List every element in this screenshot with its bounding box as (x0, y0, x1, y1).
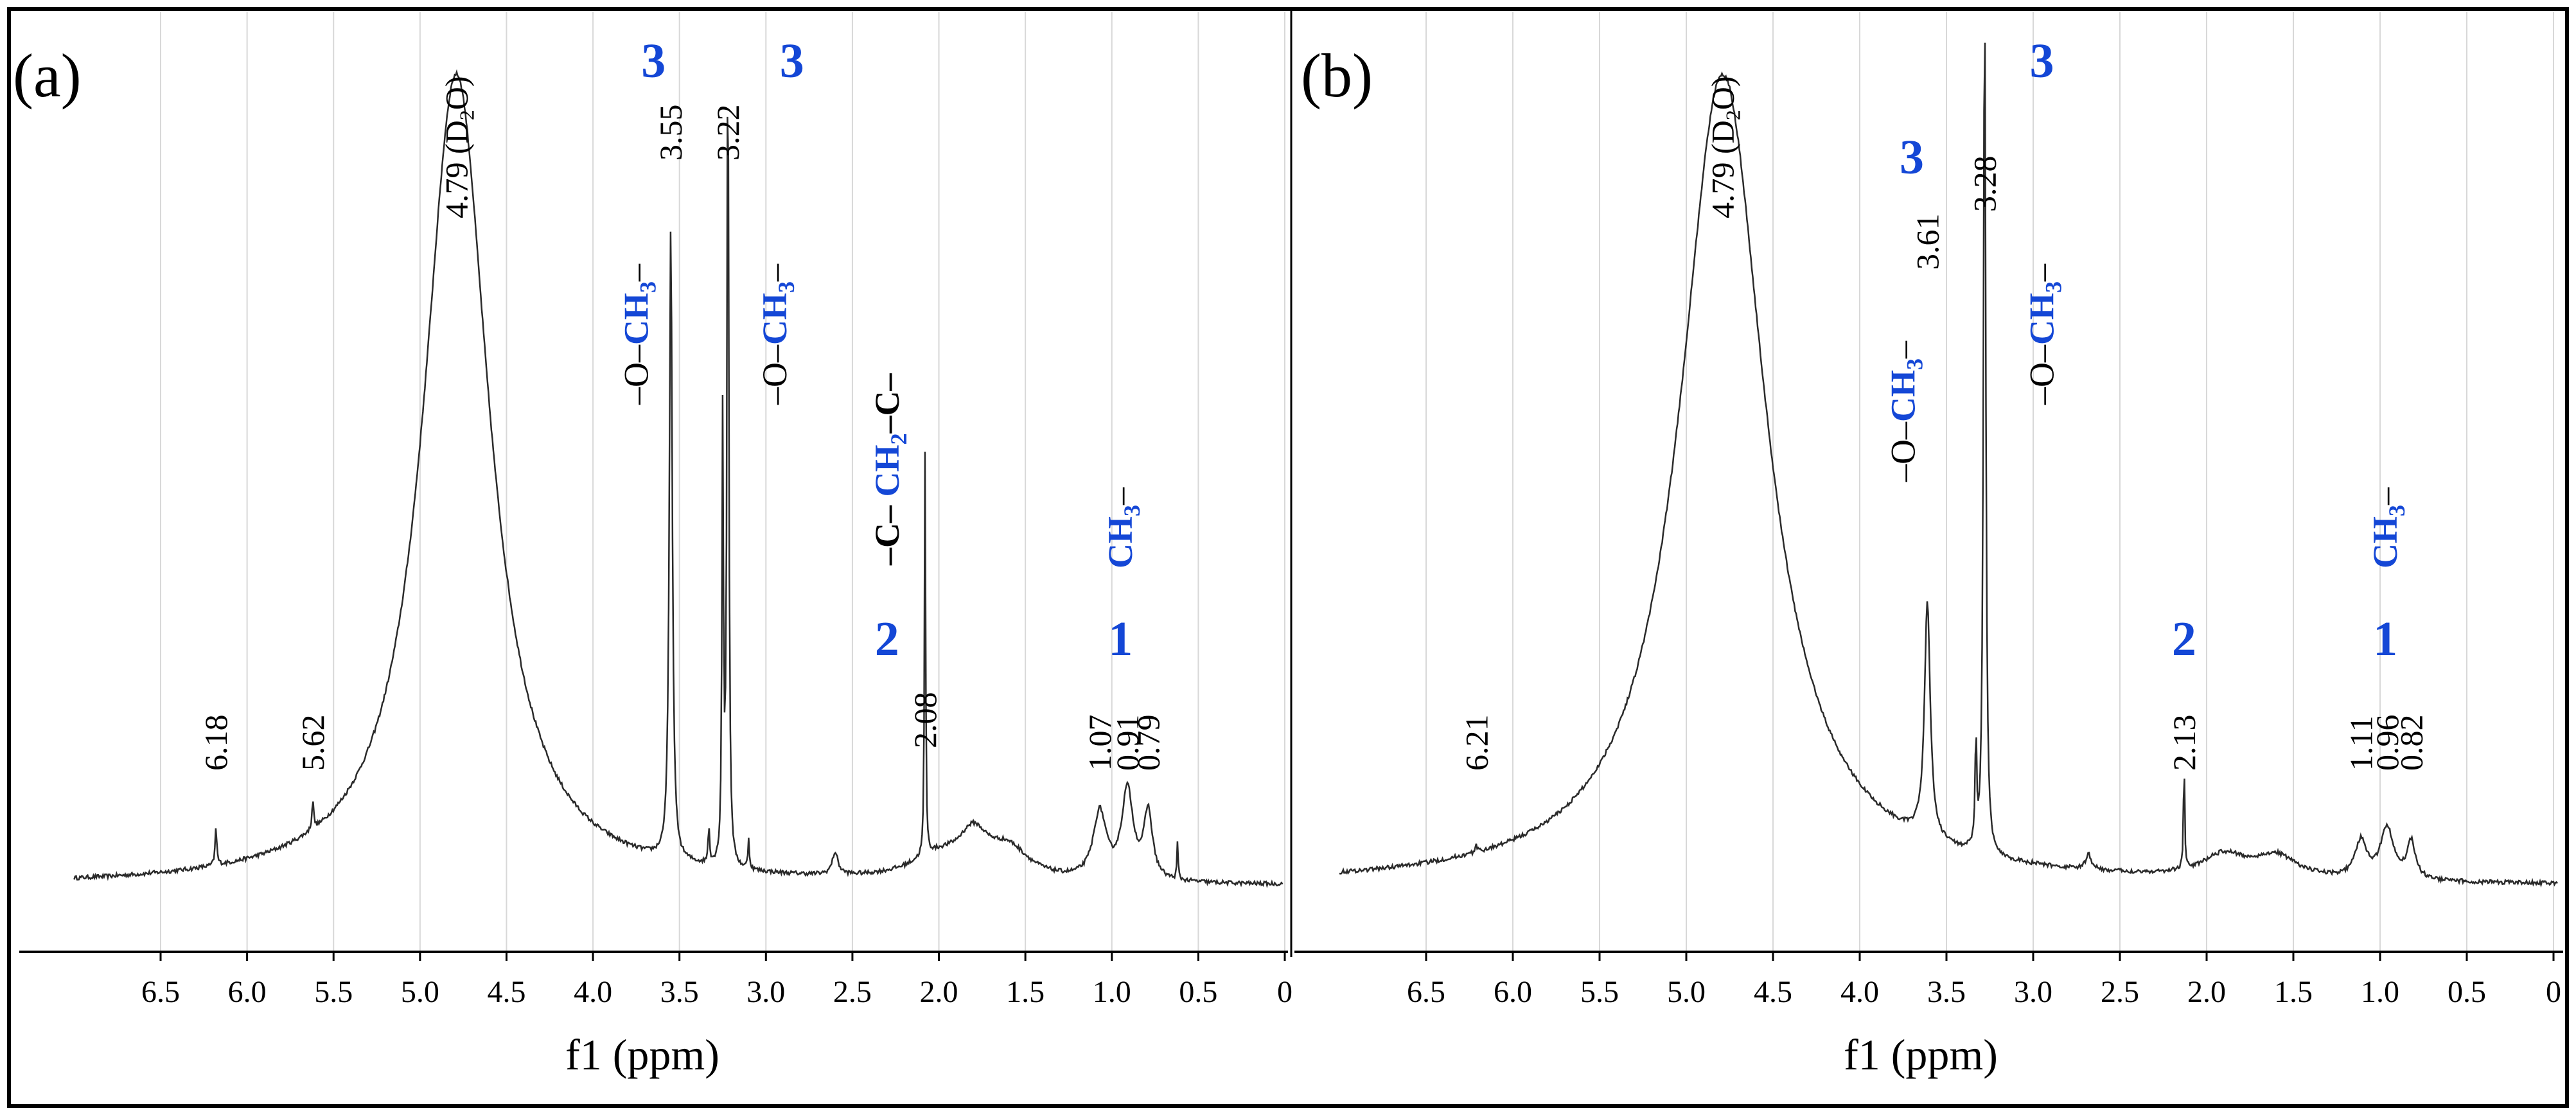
group-number-label: 2 (875, 612, 899, 666)
assignment-label: –O–CH3– (617, 263, 660, 405)
group-number-label: 3 (780, 34, 804, 88)
peak-label: 4.79 (D2O) (1705, 76, 1745, 218)
group-number-label: 3 (641, 34, 666, 88)
peak-label: 3.28 (1966, 156, 2002, 213)
x-tick-label: 3.5 (660, 975, 699, 1009)
peak-label: 0.79 (1130, 715, 1166, 771)
x-tick-label: 6.0 (1494, 975, 1532, 1009)
x-axis-label: f1 (ppm) (1844, 1030, 1998, 1079)
assignment-label: CH3– (2366, 487, 2410, 568)
x-tick-label: 2.0 (920, 975, 958, 1009)
assignment-label: –O–CH3– (755, 263, 799, 405)
x-tick-label: 6.0 (228, 975, 267, 1009)
panel-a: 6.5 6.0 5.5 5.0 4.5 4.0 3.5 3.0 2.5 2.0 1.5 1.0 0.5 0… (13, 12, 1292, 1079)
peak-label: 2.13 (2166, 715, 2202, 771)
x-tick-label: 0.5 (1179, 975, 1217, 1009)
x-tick-label: 3.0 (2014, 975, 2052, 1009)
group-number-label: 3 (1900, 130, 1924, 184)
assignment-label: –O–CH3– (1884, 340, 1928, 482)
x-tick-label: 4.5 (1754, 975, 1792, 1009)
panel-label: (a) (13, 41, 82, 110)
peak-label: 6.21 (1458, 715, 1494, 771)
x-tick-label: 2.5 (2101, 975, 2139, 1009)
x-tick-label: 4.0 (574, 975, 612, 1009)
x-tick-label: 4.0 (1840, 975, 1879, 1009)
group-number-label: 1 (2373, 612, 2397, 666)
x-tick-label: 2.0 (2187, 975, 2226, 1009)
x-tick-label: 1.0 (2361, 975, 2399, 1009)
x-tick-label: 5.0 (401, 975, 439, 1009)
x-tick-label: 1.5 (2274, 975, 2313, 1009)
spectrum-line (73, 69, 1284, 888)
peak-label: 3.61 (1909, 214, 1945, 270)
x-tick-label: 6.5 (1407, 975, 1445, 1009)
x-tick-label: 1.0 (1093, 975, 1131, 1009)
x-tick-label: 5.0 (1667, 975, 1706, 1009)
x-tick-label: 4.5 (487, 975, 525, 1009)
peak-label: 3.22 (710, 105, 746, 161)
assignment-label: CH3– (1101, 487, 1145, 568)
peak-label: 5.62 (295, 715, 331, 771)
x-tick-label: 3.0 (746, 975, 785, 1009)
x-axis-label: f1 (ppm) (565, 1030, 719, 1079)
peak-label: 6.18 (198, 715, 234, 771)
panel-label: (b) (1301, 41, 1373, 110)
x-tick-label: 0 (2546, 975, 2561, 1009)
peak-label: 4.79 (D2O) (438, 76, 478, 218)
group-number-label: 3 (2030, 34, 2054, 88)
assignment-label: –O–CH3– (2023, 263, 2067, 405)
peak-label: 2.08 (907, 692, 943, 749)
peak-label: 3.55 (653, 105, 689, 161)
x-tick-label: 5.5 (314, 975, 353, 1009)
x-tick-label: 3.5 (1927, 975, 1966, 1009)
peak-label: 0.91 (1109, 715, 1145, 771)
group-number-label: 1 (1108, 612, 1133, 666)
x-tick-label: 0.5 (2448, 975, 2486, 1009)
x-tick-label: 6.5 (141, 975, 180, 1009)
group-number-label: 2 (2172, 612, 2196, 666)
peak-label: 0.96 (2369, 715, 2405, 771)
peak-label: 0.82 (2394, 715, 2430, 771)
x-tick-label: 5.5 (1580, 975, 1619, 1009)
figure-frame (7, 7, 2569, 1108)
peak-label: 1.11 (2343, 716, 2379, 771)
peak-label: 1.07 (1082, 715, 1118, 771)
x-tick-label: 2.5 (833, 975, 872, 1009)
spectrum-line (1339, 42, 2558, 888)
assignment-label: –C– CH2–C– (868, 373, 912, 566)
x-tick-label: 0 (1277, 975, 1292, 1009)
panel-b: 6.5 6.0 5.5 5.0 4.5 4.0 3.5 3.0 2.5 2.0 1.5 1.0 0.5 0… (1294, 12, 2563, 1079)
x-tick-label: 1.5 (1006, 975, 1045, 1009)
